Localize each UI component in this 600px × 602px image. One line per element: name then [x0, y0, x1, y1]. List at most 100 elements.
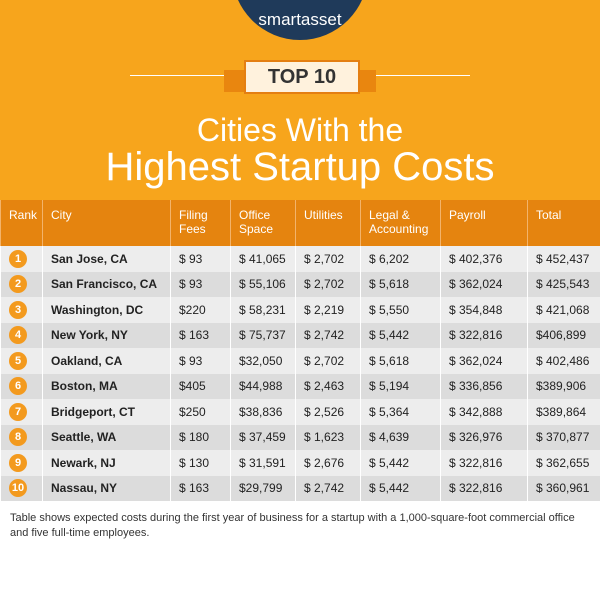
cost: $ 93 [170, 271, 231, 297]
cost: $ 2,702 [295, 271, 361, 297]
row: 5 Oakland, CA $ 93 $32,050 $ 2,702 $ 5,618 $ 3… [0, 348, 600, 374]
rank: 4 [9, 326, 27, 345]
rank-cell: 4 [0, 322, 43, 348]
cost: $ 2,676 [295, 450, 361, 476]
cost: $ 362,655 [527, 450, 600, 476]
city: Washington, DC [42, 297, 171, 323]
cost: $ 2,702 [295, 246, 361, 272]
cost: $ 5,442 [360, 475, 441, 501]
city: Boston, MA [42, 373, 171, 399]
cost: $ 402,486 [527, 348, 600, 374]
cost: $32,050 [230, 348, 296, 374]
cost: $ 360,961 [527, 475, 600, 501]
cost: $ 322,816 [440, 322, 528, 348]
cost: $ 370,877 [527, 424, 600, 450]
cost: $ 58,231 [230, 297, 296, 323]
cost: $ 93 [170, 246, 231, 272]
rank-cell: 10 [0, 475, 43, 501]
column-header: Payroll [440, 200, 528, 246]
column-header: Legal & Accounting [360, 200, 441, 246]
cost: $ 55,106 [230, 271, 296, 297]
cost: $ 362,024 [440, 348, 528, 374]
cost: $ 1,623 [295, 424, 361, 450]
row: 4 New York, NY $ 163 $ 75,737 $ 2,742 $ 5,442… [0, 322, 600, 348]
city: San Francisco, CA [42, 271, 171, 297]
cost: $ 2,742 [295, 475, 361, 501]
cost: $405 [170, 373, 231, 399]
row: 6 Boston, MA $405 $44,988 $ 2,463 $ 5,194 $ 33… [0, 373, 600, 399]
cost: $ 5,442 [360, 322, 441, 348]
rank-cell: 8 [0, 424, 43, 450]
table: Rank City Filing Fees Office Space Utilities… [0, 200, 600, 501]
cost: $29,799 [230, 475, 296, 501]
cost: $ 5,442 [360, 450, 441, 476]
city: Seattle, WA [42, 424, 171, 450]
row: 9 Newark, NJ $ 130 $ 31,591 $ 2,676 $ 5,442 $ … [0, 450, 600, 476]
column-header: Filing Fees [170, 200, 231, 246]
cost: $ 402,376 [440, 246, 528, 272]
header: smartasset TOP 10 Cities With the Highes… [0, 0, 600, 200]
row: 8 Seattle, WA $ 180 $ 37,459 $ 1,623 $ 4,639 $… [0, 424, 600, 450]
column-header: Total [527, 200, 600, 246]
cost: $ 5,618 [360, 348, 441, 374]
cost: $38,836 [230, 399, 296, 425]
cost: $ 5,364 [360, 399, 441, 425]
rank: 7 [9, 402, 27, 421]
rank-cell: 9 [0, 450, 43, 476]
cost: $ 5,550 [360, 297, 441, 323]
row: 7 Bridgeport, CT $250 $38,836 $ 2,526 $ 5,364… [0, 399, 600, 425]
footnote: Table shows expected costs during the fi… [10, 512, 575, 539]
city: Newark, NJ [42, 450, 171, 476]
cost: $406,899 [527, 322, 600, 348]
cost: $ 31,591 [230, 450, 296, 476]
cost: $ 5,194 [360, 373, 441, 399]
cost: $389,906 [527, 373, 600, 399]
cost: $ 354,848 [440, 297, 528, 323]
rule [370, 75, 470, 76]
brand: smartasset [232, 0, 368, 40]
rank-cell: 3 [0, 297, 43, 323]
column-header: Office Space [230, 200, 296, 246]
rank: 9 [9, 453, 27, 472]
cost: $ 2,219 [295, 297, 361, 323]
row: 2 San Francisco, CA $ 93 $ 55,106 $ 2,702 $ 5… [0, 271, 600, 297]
row: 3 Washington, DC $220 $ 58,231 $ 2,219 $ 5,55… [0, 297, 600, 323]
city: San Jose, CA [42, 246, 171, 272]
cost: $ 421,068 [527, 297, 600, 323]
title: Cities With the [196, 112, 404, 148]
cost: $ 342,888 [440, 399, 528, 425]
row: 1 San Jose, CA $ 93 $ 41,065 $ 2,702 $ 6,202 $… [0, 246, 600, 272]
rank-cell: 2 [0, 271, 43, 297]
rank: 1 [9, 249, 27, 268]
rank: 3 [9, 300, 27, 319]
city: New York, NY [42, 322, 171, 348]
cost: $ 75,737 [230, 322, 296, 348]
cost: $ 163 [170, 322, 231, 348]
column-header: Rank [0, 200, 43, 246]
cost: $ 163 [170, 475, 231, 501]
cost: $ 2,526 [295, 399, 361, 425]
header-row: Rank City Filing Fees Office Space Utilities… [0, 200, 600, 246]
cost: $ 5,618 [360, 271, 441, 297]
badge: TOP 10 [244, 60, 360, 94]
cost: $ 37,459 [230, 424, 296, 450]
cost: $220 [170, 297, 231, 323]
cost: $250 [170, 399, 231, 425]
column-header: Utilities [295, 200, 361, 246]
city: Nassau, NY [42, 475, 171, 501]
cost: $ 336,856 [440, 373, 528, 399]
cost: $ 93 [170, 348, 231, 374]
cost: $ 326,976 [440, 424, 528, 450]
rank: 6 [9, 377, 27, 396]
column-header: City [42, 200, 171, 246]
title: Highest Startup Costs [105, 145, 495, 189]
rank-cell: 1 [0, 246, 43, 272]
cost: $ 2,742 [295, 322, 361, 348]
rank: 2 [9, 275, 27, 294]
cost: $ 452,437 [527, 246, 600, 272]
city: Bridgeport, CT [42, 399, 171, 425]
rank: 8 [9, 428, 27, 447]
cost: $ 180 [170, 424, 231, 450]
cost: $ 41,065 [230, 246, 296, 272]
cost: $44,988 [230, 373, 296, 399]
